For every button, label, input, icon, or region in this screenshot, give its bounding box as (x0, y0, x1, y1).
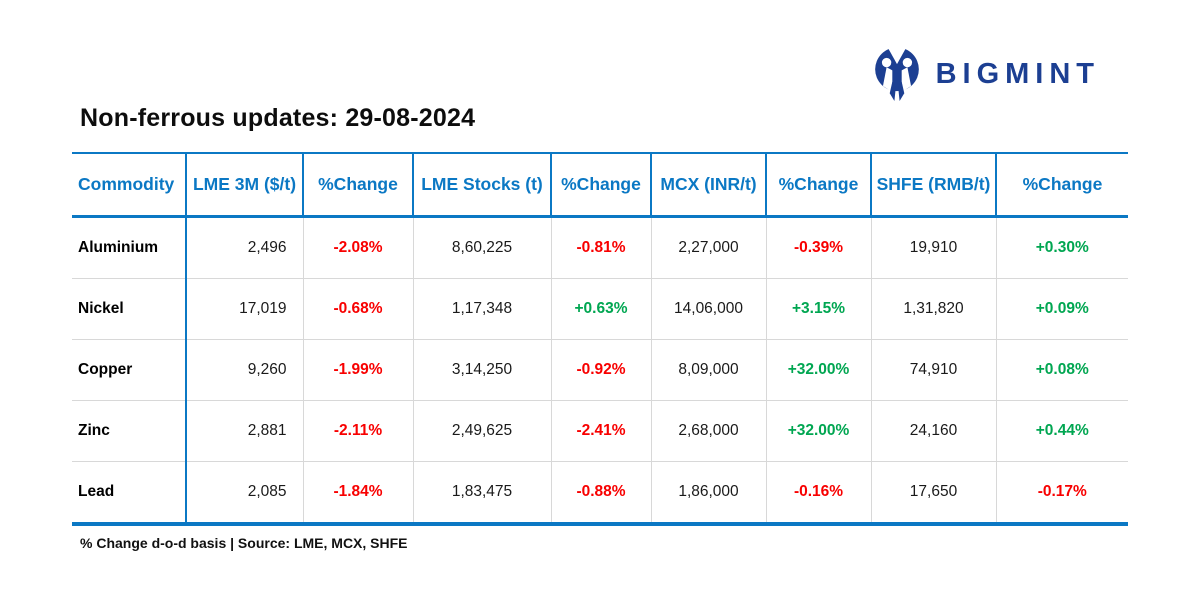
commodity-cell: Copper (72, 339, 186, 401)
change-cell: -2.41% (550, 400, 651, 462)
change-cell: -1.99% (302, 339, 413, 401)
price-cell: 2,881 (185, 400, 303, 462)
header-row: Commodity LME 3M ($/t) %Change LME Stock… (72, 152, 1128, 218)
col-header-lme-3m-change: %Change (302, 152, 413, 218)
commodity-cell: Lead (72, 461, 186, 526)
price-cell: 2,496 (185, 216, 303, 279)
col-header-shfe-change: %Change (995, 152, 1128, 218)
price-cell: 19,910 (870, 216, 996, 279)
change-cell: +0.09% (995, 278, 1128, 340)
price-cell: 1,17,348 (412, 278, 551, 340)
col-header-mcx-change: %Change (765, 152, 871, 218)
change-cell: -0.16% (765, 461, 871, 526)
price-cell: 3,14,250 (412, 339, 551, 401)
footnote: % Change d-o-d basis | Source: LME, MCX,… (80, 535, 408, 551)
table-row-copper: Copper 9,260 -1.99% 3,14,250 -0.92% 8,09… (72, 339, 1128, 401)
change-cell: -2.11% (302, 400, 413, 462)
price-cell: 24,160 (870, 400, 996, 462)
col-header-lme-3m: LME 3M ($/t) (185, 152, 303, 218)
change-cell: +0.44% (995, 400, 1128, 462)
price-cell: 2,68,000 (650, 400, 766, 462)
commodity-cell: Nickel (72, 278, 186, 340)
price-cell: 74,910 (870, 339, 996, 401)
change-cell: -0.17% (995, 461, 1128, 526)
page-title: Non-ferrous updates: 29-08-2024 (80, 104, 476, 132)
bigmint-logo-text: BIGMINT (935, 58, 1100, 90)
commodity-cell: Zinc (72, 400, 186, 462)
table-row-lead: Lead 2,085 -1.84% 1,83,475 -0.88% 1,86,0… (72, 461, 1128, 526)
bigmint-logo: BIGMINT (871, 46, 1100, 103)
price-cell: 8,09,000 (650, 339, 766, 401)
table-row-aluminium: Aluminium 2,496 -2.08% 8,60,225 -0.81% 2… (72, 216, 1128, 279)
change-cell: -0.81% (550, 216, 651, 279)
bigmint-logo-icon (874, 46, 919, 102)
table-row-zinc: Zinc 2,881 -2.11% 2,49,625 -2.41% 2,68,0… (72, 400, 1128, 462)
price-cell: 1,83,475 (412, 461, 551, 526)
price-cell: 2,49,625 (412, 400, 551, 462)
col-header-mcx: MCX (INR/t) (650, 152, 766, 218)
price-cell: 8,60,225 (412, 216, 551, 279)
change-cell: +0.30% (995, 216, 1128, 279)
change-cell: -0.88% (550, 461, 651, 526)
change-cell: -0.68% (302, 278, 413, 340)
change-cell: -1.84% (302, 461, 413, 526)
price-cell: 1,86,000 (650, 461, 766, 526)
change-cell: +0.08% (995, 339, 1128, 401)
price-cell: 14,06,000 (650, 278, 766, 340)
price-cell: 9,260 (185, 339, 303, 401)
col-header-lme-stocks: LME Stocks (t) (412, 152, 551, 218)
price-cell: 2,27,000 (650, 216, 766, 279)
price-cell: 2,085 (185, 461, 303, 526)
change-cell: +0.63% (550, 278, 651, 340)
col-header-shfe: SHFE (RMB/t) (870, 152, 996, 218)
change-cell: -2.08% (302, 216, 413, 279)
table-row-nickel: Nickel 17,019 -0.68% 1,17,348 +0.63% 14,… (72, 278, 1128, 340)
price-cell: 1,31,820 (870, 278, 996, 340)
change-cell: -0.92% (550, 339, 651, 401)
commodity-cell: Aluminium (72, 216, 186, 279)
price-cell: 17,650 (870, 461, 996, 526)
change-cell: +32.00% (765, 400, 871, 462)
change-cell: +3.15% (765, 278, 871, 340)
table-header: Commodity LME 3M ($/t) %Change LME Stock… (72, 152, 1128, 218)
change-cell: +32.00% (765, 339, 871, 401)
price-cell: 17,019 (185, 278, 303, 340)
commodity-price-table: Commodity LME 3M ($/t) %Change LME Stock… (72, 152, 1128, 526)
col-header-lme-stocks-change: %Change (550, 152, 651, 218)
table-body: Aluminium 2,496 -2.08% 8,60,225 -0.81% 2… (72, 216, 1128, 526)
col-header-commodity: Commodity (72, 152, 186, 218)
change-cell: -0.39% (765, 216, 871, 279)
